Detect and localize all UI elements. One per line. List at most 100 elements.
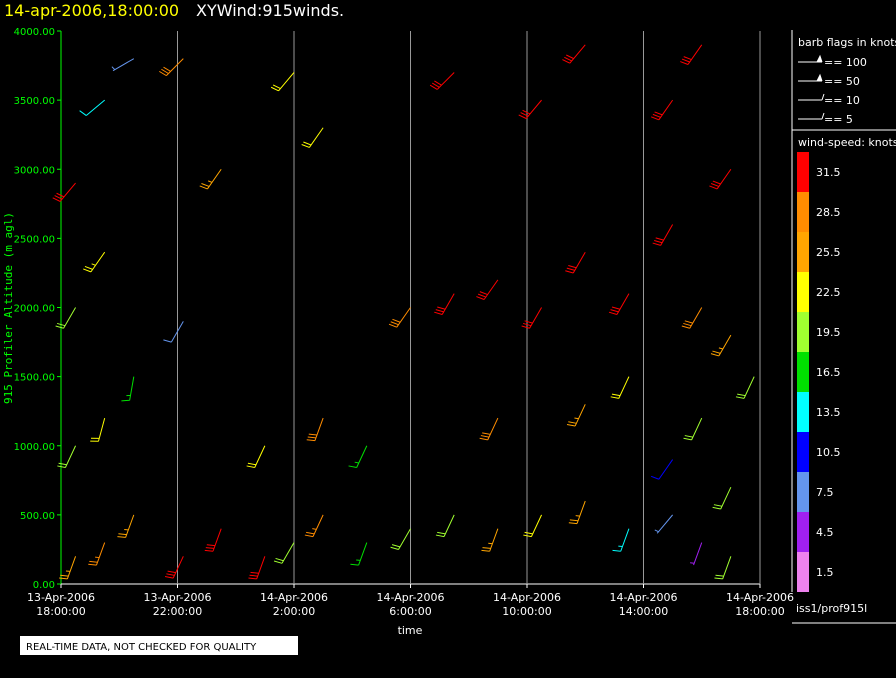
source-label: iss1/prof915l xyxy=(796,602,867,615)
wind-barb xyxy=(83,251,106,273)
wind-barb xyxy=(518,99,542,119)
y-tick-label: 500.00 xyxy=(20,511,55,522)
wind-barb xyxy=(654,514,674,534)
wind-barb xyxy=(680,44,703,65)
wind-barb xyxy=(199,168,222,190)
wind-barb xyxy=(350,542,368,566)
colorbar-swatch xyxy=(797,552,809,592)
y-tick-label: 1000.00 xyxy=(14,442,55,453)
colorbar-label: 28.5 xyxy=(816,206,841,219)
wind-barb xyxy=(681,307,703,329)
wind-barb xyxy=(306,417,324,442)
flag-glyph xyxy=(798,93,825,101)
wind-barb xyxy=(562,44,586,64)
wind-barb xyxy=(476,279,499,300)
colorbar-label: 7.5 xyxy=(816,486,834,499)
y-tick-label: 3500.00 xyxy=(14,96,55,107)
flag-label: == 50 xyxy=(824,75,860,88)
colorbar-label: 31.5 xyxy=(816,166,841,179)
flag-label: == 100 xyxy=(824,56,867,69)
x-tick-label: 13-Apr-2006 18:00:00 xyxy=(27,591,95,618)
wind-barb xyxy=(270,72,295,92)
chart-subtitle: XYWind:915winds. xyxy=(196,1,344,20)
x-tick-label: 14-Apr-2006 10:00:00 xyxy=(493,591,561,618)
y-tick-label: 0.00 xyxy=(33,580,55,591)
y-axis-label: 915 Profiler Altitude (m agl) xyxy=(2,212,15,404)
flag-label: == 5 xyxy=(824,113,853,126)
flag-glyph xyxy=(798,112,825,120)
wind-barb xyxy=(348,445,368,468)
colorbar-swatch xyxy=(797,152,809,192)
wind-barb xyxy=(59,556,77,580)
wind-barb xyxy=(523,514,543,538)
colorbar-swatch xyxy=(797,472,809,512)
wind-barb xyxy=(388,307,411,328)
x-tick-label: 13-Apr-2006 22:00:00 xyxy=(143,591,211,618)
y-tick-label: 4000.00 xyxy=(14,27,55,38)
y-tick-label: 1500.00 xyxy=(14,373,55,384)
wind-barb xyxy=(55,307,76,329)
wind-barb xyxy=(159,58,184,77)
x-tick-label: 14-Apr-2006 6:00:00 xyxy=(376,591,444,618)
wind-barb xyxy=(111,58,135,72)
colorbar-swatch xyxy=(797,232,809,272)
wind-barb xyxy=(304,514,324,538)
wind-barb xyxy=(273,542,295,564)
wind-barb xyxy=(435,514,455,538)
wind-barb xyxy=(714,556,732,580)
x-axis-label: time xyxy=(398,624,423,637)
wind-barb xyxy=(568,500,586,525)
wind-barb xyxy=(608,293,630,315)
wind-barb xyxy=(88,542,106,566)
flag-glyph xyxy=(798,54,823,63)
colorbar-swatch xyxy=(797,192,809,232)
colorbar-title: wind-speed: knots xyxy=(798,136,896,149)
flag-label: == 10 xyxy=(824,94,860,107)
wind-barb xyxy=(246,445,266,468)
wind-barb xyxy=(612,528,630,552)
wind-barb xyxy=(248,556,266,580)
wind-barb xyxy=(710,334,732,357)
wind-barb xyxy=(429,72,455,90)
x-tick-label: 14-Apr-2006 18:00:00 xyxy=(726,591,794,618)
wind-barb xyxy=(709,168,732,190)
y-tick-label: 3000.00 xyxy=(14,165,55,176)
wind-barb xyxy=(434,293,455,315)
wind-barb xyxy=(204,528,222,552)
wind-barb xyxy=(735,376,755,399)
wind-barb xyxy=(565,251,586,274)
wind-barb xyxy=(683,417,703,441)
wind-barb xyxy=(79,99,106,116)
wind-barb xyxy=(164,556,184,579)
wind-barb xyxy=(650,459,674,480)
flag-glyph xyxy=(798,73,823,82)
flags-title: barb flags in knots xyxy=(798,36,896,49)
colorbar-swatch xyxy=(797,392,809,432)
wind-barb xyxy=(652,224,674,246)
wind-barb xyxy=(650,99,674,121)
colorbar-swatch xyxy=(797,272,809,312)
y-tick-label: 2000.00 xyxy=(14,304,55,315)
x-tick-label: 14-Apr-2006 14:00:00 xyxy=(609,591,677,618)
chart-title: 14-apr-2006,18:00:00 xyxy=(4,1,179,20)
wind-barb xyxy=(521,307,542,329)
colorbar-swatch xyxy=(797,512,809,552)
notice-text: REAL-TIME DATA, NOT CHECKED FOR QUALITY xyxy=(26,642,257,653)
y-tick-label: 2500.00 xyxy=(14,234,55,245)
wind-barb xyxy=(117,514,135,538)
wind-barb xyxy=(479,417,499,441)
wind-barb xyxy=(690,542,703,566)
wind-barb xyxy=(121,376,135,402)
colorbar-label: 10.5 xyxy=(816,446,841,459)
wind-barb xyxy=(390,528,411,550)
notice-box xyxy=(20,636,298,655)
x-tick-label: 14-Apr-2006 2:00:00 xyxy=(260,591,328,618)
wind-barb xyxy=(481,528,499,552)
wind-barb xyxy=(52,182,76,202)
colorbar-label: 13.5 xyxy=(816,406,841,419)
colorbar-label: 16.5 xyxy=(816,366,841,379)
colorbar-swatch xyxy=(797,432,809,472)
wind-barb xyxy=(566,404,586,427)
wind-barb xyxy=(90,417,106,442)
wind-barb xyxy=(610,376,630,399)
